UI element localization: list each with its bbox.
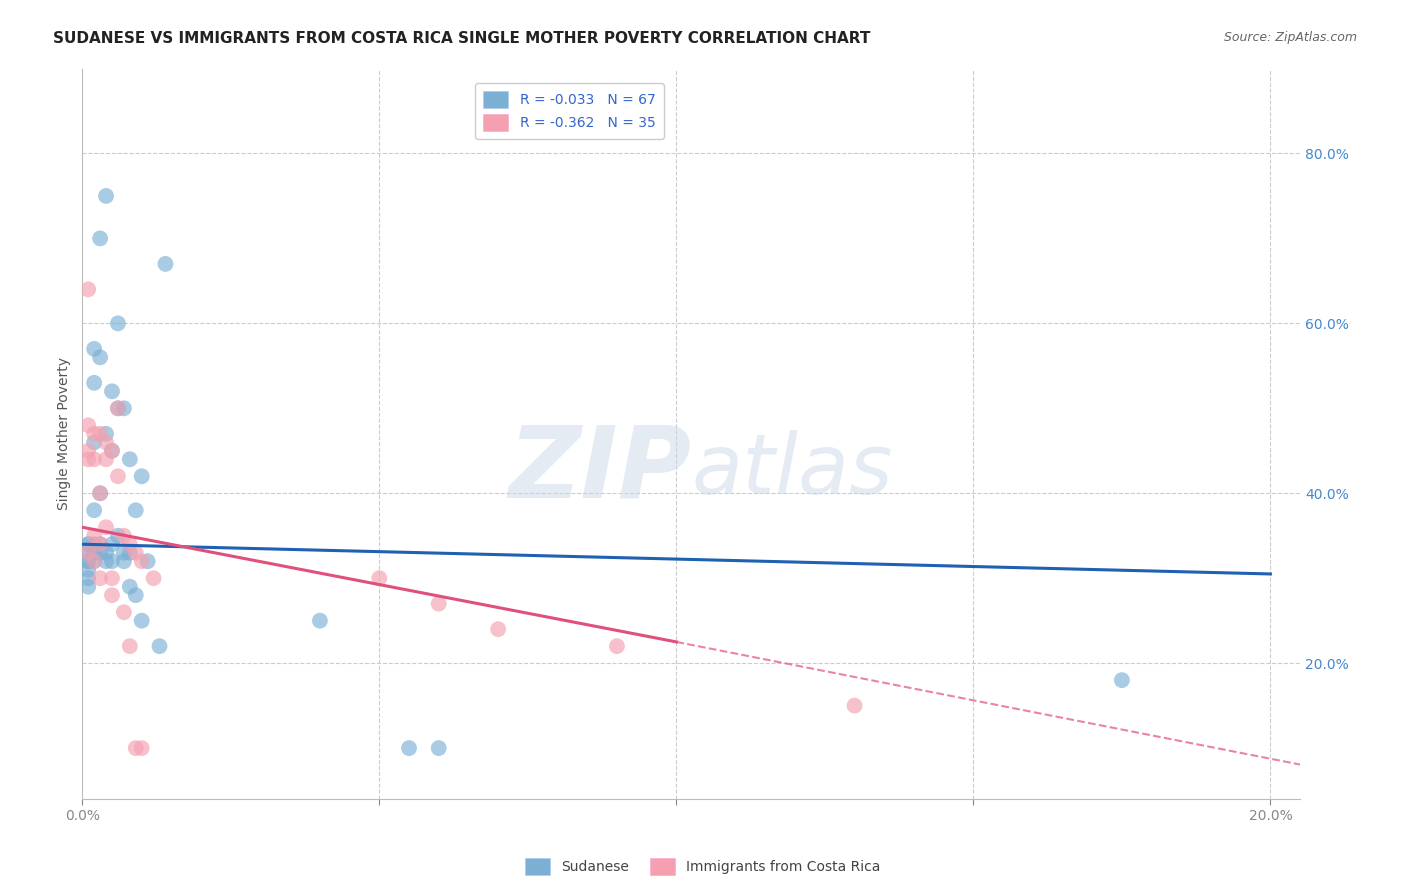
Point [89,537,111,551]
Point [107,529,129,543]
Point [101,588,124,602]
Point [309,614,332,628]
Point [427,741,450,756]
Point [427,597,450,611]
Point [77,546,100,560]
Point [77,563,100,577]
Point [94,520,117,534]
Point [89,486,111,500]
Point [94,452,117,467]
Text: Source: ZipAtlas.com: Source: ZipAtlas.com [1223,31,1357,45]
Point [125,503,148,517]
Point [83,554,105,568]
Point [83,554,105,568]
Point [844,698,866,713]
Point [118,546,141,560]
Point [77,580,100,594]
Point [89,546,111,560]
Text: atlas: atlas [692,430,893,511]
Point [77,554,100,568]
Point [83,452,105,467]
Point [131,469,153,483]
Point [112,401,135,416]
Point [142,571,165,585]
Point [83,503,105,517]
Text: SUDANESE VS IMMIGRANTS FROM COSTA RICA SINGLE MOTHER POVERTY CORRELATION CHART: SUDANESE VS IMMIGRANTS FROM COSTA RICA S… [53,31,870,46]
Point [83,435,105,450]
Point [101,571,124,585]
Point [107,317,129,331]
Legend: Sudanese, Immigrants from Costa Rica: Sudanese, Immigrants from Costa Rica [520,853,886,880]
Point [107,401,129,416]
Point [94,189,117,203]
Point [136,554,159,568]
Point [77,537,100,551]
Point [486,622,509,636]
Point [101,537,124,551]
Point [94,426,117,441]
Point [112,529,135,543]
Point [118,537,141,551]
Y-axis label: Single Mother Poverty: Single Mother Poverty [58,358,72,510]
Point [398,741,420,756]
Point [112,546,135,560]
Point [89,426,111,441]
Point [118,639,141,653]
Point [94,435,117,450]
Point [101,443,124,458]
Point [125,588,148,602]
Point [101,384,124,399]
Point [77,546,100,560]
Point [131,741,153,756]
Point [89,351,111,365]
Point [77,443,100,458]
Point [77,418,100,433]
Point [148,639,170,653]
Point [118,580,141,594]
Point [89,537,111,551]
Point [89,486,111,500]
Point [118,452,141,467]
Point [77,537,100,551]
Point [83,376,105,390]
Point [368,571,391,585]
Point [101,443,124,458]
Point [77,282,100,296]
Point [77,571,100,585]
Point [1111,673,1133,687]
Point [101,554,124,568]
Legend: R = -0.033   N = 67, R = -0.362   N = 35: R = -0.033 N = 67, R = -0.362 N = 35 [475,83,664,139]
Point [77,554,100,568]
Point [125,741,148,756]
Point [107,469,129,483]
Point [89,571,111,585]
Point [112,554,135,568]
Point [77,452,100,467]
Point [94,546,117,560]
Point [107,401,129,416]
Point [83,342,105,356]
Point [89,231,111,245]
Point [606,639,628,653]
Point [83,426,105,441]
Point [83,529,105,543]
Point [94,554,117,568]
Point [83,546,105,560]
Text: ZIP: ZIP [508,422,692,519]
Point [83,537,105,551]
Point [131,554,153,568]
Point [155,257,177,271]
Point [112,605,135,619]
Point [125,546,148,560]
Point [131,614,153,628]
